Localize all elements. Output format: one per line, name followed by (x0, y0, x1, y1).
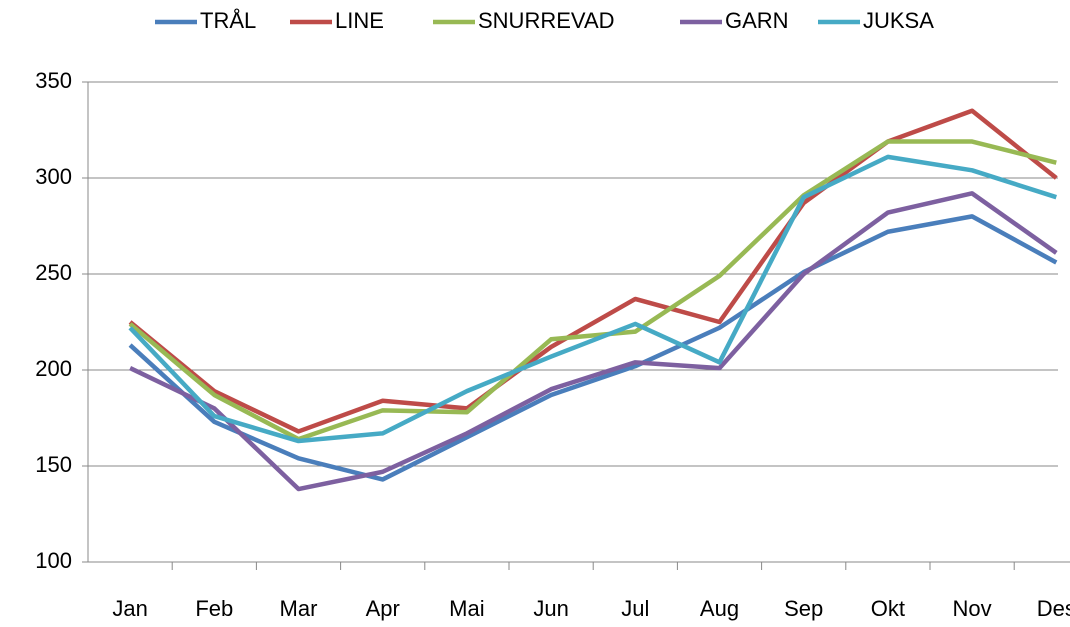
y-tick-label: 350 (35, 68, 72, 93)
y-tick-label: 200 (35, 356, 72, 381)
x-tick-label: Apr (366, 596, 400, 621)
x-tick-label: Okt (871, 596, 905, 621)
y-tick-label: 100 (35, 548, 72, 573)
x-tick-label: Mar (280, 596, 318, 621)
x-tick-label: Feb (195, 596, 233, 621)
x-tick-label: Nov (953, 596, 992, 621)
legend-label: SNURREVAD (478, 8, 615, 33)
x-tick-label: Jul (621, 596, 649, 621)
y-tick-label: 300 (35, 164, 72, 189)
y-tick-label: 250 (35, 260, 72, 285)
y-tick-label: 150 (35, 452, 72, 477)
legend-label: LINE (335, 8, 384, 33)
series-line (128, 154, 1057, 444)
x-tick-label: Jun (533, 596, 568, 621)
legend-label: GARN (725, 8, 789, 33)
x-tick-label: Aug (700, 596, 739, 621)
x-tick-label: Mai (449, 596, 484, 621)
series-line (128, 108, 1058, 434)
x-tick-label: Des (1037, 596, 1070, 621)
legend-label: TRÅL (200, 8, 256, 33)
x-tick-label: Jan (112, 596, 147, 621)
x-tick-label: Sep (784, 596, 823, 621)
series-line (129, 191, 1058, 492)
series-line (128, 139, 1057, 442)
legend-label: JUKSA (863, 8, 934, 33)
series-line (128, 214, 1058, 482)
